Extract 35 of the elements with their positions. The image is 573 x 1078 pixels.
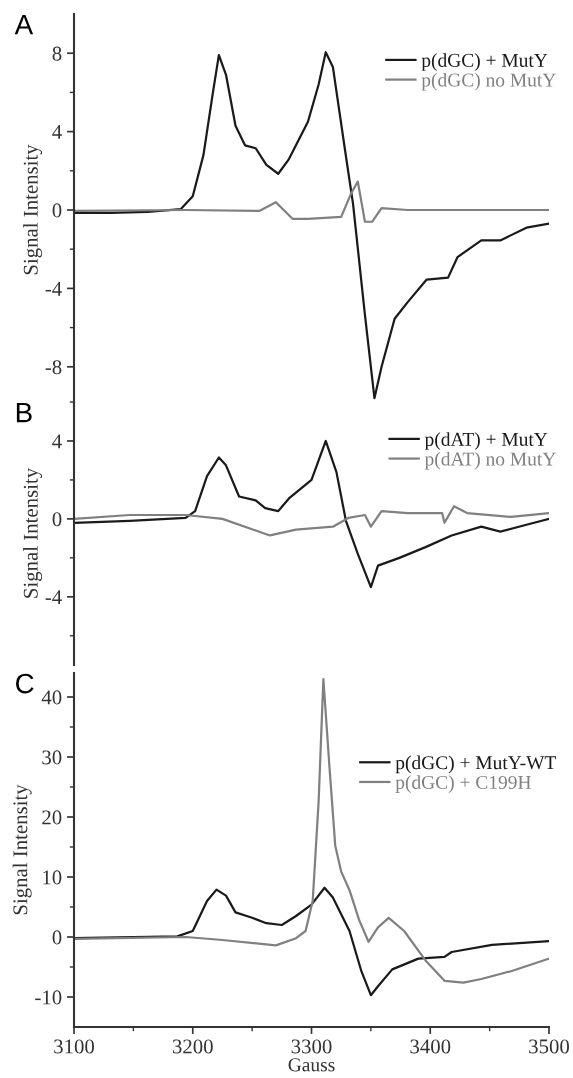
legend-label: p(dGC) + C199H	[395, 775, 531, 793]
chart-title: B	[16, 403, 32, 423]
line-series	[74, 886, 549, 997]
legend-label: p(dAT) + MutY	[424, 432, 548, 450]
y-tick-label: 40	[41, 690, 62, 705]
legend-label: p(dGC) no MutY	[421, 72, 556, 91]
y-axis-title: Signal Intensity	[23, 467, 43, 598]
y-tick-label: -4	[45, 281, 62, 296]
x-tick-label: 3500	[529, 1039, 570, 1054]
legend-label: p(dGC) + MutY	[421, 53, 548, 71]
y-tick-label: 0	[52, 512, 62, 527]
line-series	[74, 505, 549, 537]
y-tick-label: -8	[45, 360, 62, 375]
legend-label: p(dGC) + MutY-WT	[395, 755, 557, 774]
y-tick-label: 8	[52, 46, 62, 61]
y-tick-label: 0	[52, 930, 62, 945]
y-tick-label: 10	[43, 870, 62, 885]
legend-label: p(dAT) no MutY	[424, 451, 556, 470]
y-tick-label: -10	[35, 990, 62, 1005]
y-tick-label: 30	[42, 750, 62, 765]
x-axis-title: Gauss	[288, 1058, 335, 1072]
y-axis-title: Signal Intensity	[12, 784, 32, 915]
y-tick-label: 4	[52, 125, 62, 139]
y-tick-label: 20	[42, 810, 62, 825]
chart-title: C	[16, 673, 34, 694]
y-tick-label: 0	[52, 203, 62, 218]
x-tick-label: 3200	[172, 1039, 213, 1054]
x-tick-label: 3100	[54, 1039, 95, 1054]
x-tick-label: 3400	[410, 1039, 451, 1054]
x-tick-label: 3300	[291, 1039, 332, 1054]
chart-title: A	[14, 15, 34, 35]
y-tick-label: -4	[45, 590, 62, 605]
line-series	[74, 180, 549, 223]
y-axis-title: Signal Intensity	[23, 144, 43, 275]
y-tick-label: 4	[52, 434, 62, 449]
